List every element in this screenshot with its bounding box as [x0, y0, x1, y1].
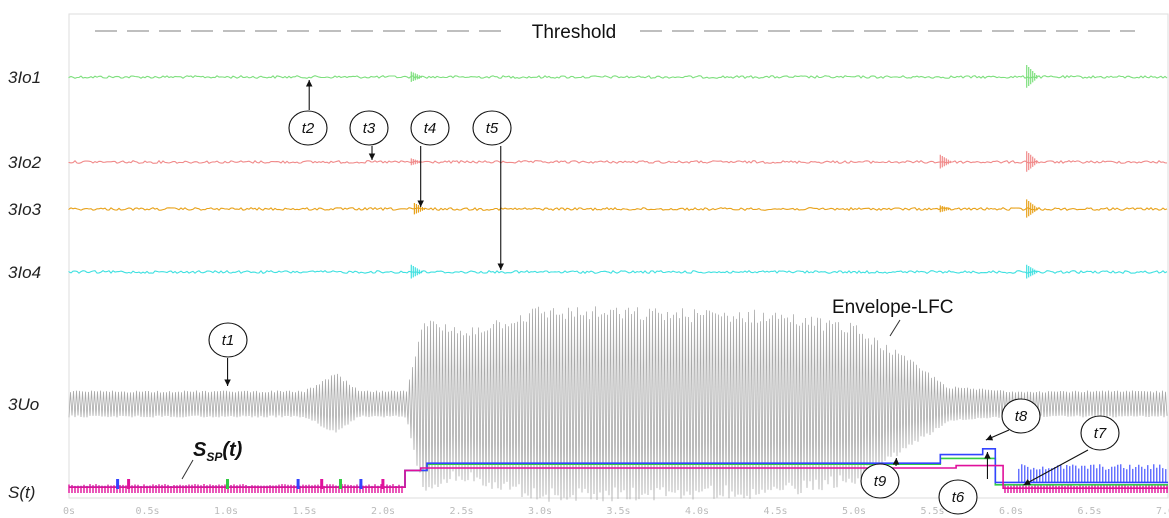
trace-3io4 [68, 269, 1168, 274]
spike-3io2 [1026, 151, 1038, 172]
trace-3uo [68, 306, 1168, 502]
marker-arrow-t8 [985, 429, 1010, 441]
marker-arrow-t7 [1023, 449, 1089, 486]
spike-3io3 [1026, 199, 1038, 218]
trace-s-band [68, 484, 1168, 493]
marker-label-t7: t7 [1094, 425, 1107, 442]
x-tick-label: 1.0s [214, 506, 238, 517]
spike-3io4 [1026, 264, 1038, 279]
threshold-label: Threshold [532, 22, 617, 43]
marker-label-t1: t1 [222, 332, 235, 349]
marker-circle-t9 [860, 463, 900, 499]
channel-label-3io2: 3Io2 [8, 153, 42, 172]
marker-circle-t3 [349, 110, 389, 146]
envelope-label: Envelope-LFC [832, 297, 953, 318]
x-tick-label: 0s [63, 506, 75, 517]
spike-3io1 [1026, 65, 1038, 88]
marker-label-t3: t3 [363, 120, 376, 137]
x-tick-label: 4.0s [685, 506, 709, 517]
marker-circle-t2 [288, 110, 328, 146]
channel-label-st: S(t) [8, 483, 35, 502]
marker-circle-t5 [472, 110, 512, 146]
envelope-leader [889, 319, 901, 337]
pre-fault-pulse [381, 479, 385, 489]
pre-fault-pulse [296, 479, 300, 489]
marker-circle-t7 [1080, 415, 1120, 451]
marker-circle-t4 [410, 110, 450, 146]
spike-3io2 [410, 158, 422, 166]
spike-3io3 [939, 205, 951, 213]
marker-circle-t1 [208, 322, 248, 358]
spike-3io1 [410, 71, 422, 82]
marker-label-t2: t2 [302, 120, 315, 137]
marker-label-t4: t4 [424, 120, 437, 137]
pre-fault-pulse [339, 479, 342, 489]
pre-fault-pulse [127, 479, 131, 489]
channel-label-3uo: 3Uo [8, 395, 39, 414]
pre-fault-pulse [226, 479, 229, 489]
x-tick-label: 5.0s [842, 506, 866, 517]
marker-circle-t6 [938, 479, 978, 515]
spike-3io3 [413, 203, 425, 215]
post-fault-tail [1018, 464, 1167, 482]
channel-label-3io3: 3Io3 [8, 200, 42, 219]
marker-label-t8: t8 [1015, 408, 1028, 425]
trace-3io2 [68, 159, 1168, 165]
x-tick-label: 4.5s [763, 506, 787, 517]
x-tick-label: 6.0s [999, 506, 1023, 517]
marker-label-t9: t9 [874, 473, 887, 490]
marker-label-t5: t5 [486, 120, 499, 137]
channel-label-3io1: 3Io1 [8, 68, 41, 87]
x-tick-label: 5.5s [920, 506, 944, 517]
pre-fault-pulse [359, 479, 363, 489]
marker-label-t6: t6 [952, 489, 965, 506]
spike-3io4 [410, 264, 422, 279]
x-tick-label: 3.0s [528, 506, 552, 517]
trace-3io1 [68, 74, 1168, 80]
trace-3io3 [68, 206, 1168, 212]
ssp-label: SSP(t) [193, 439, 243, 464]
x-tick-label: 2.0s [371, 506, 395, 517]
x-tick-label: 3.5s [606, 506, 630, 517]
pre-fault-pulse [320, 479, 324, 489]
ssp-leader [181, 459, 194, 480]
marker-circle-t8 [1001, 398, 1041, 434]
x-tick-label: 6.5s [1077, 506, 1101, 517]
x-tick-label: 0.5s [135, 506, 159, 517]
spike-3io2 [939, 154, 951, 169]
channel-label-3io4: 3Io4 [8, 263, 41, 282]
pre-fault-pulse [116, 479, 120, 489]
x-tick-label: 2.5s [449, 506, 473, 517]
x-tick-label: 7.0s [1156, 506, 1169, 517]
plot-frame [68, 13, 1169, 499]
x-tick-label: 1.5s [292, 506, 316, 517]
step-series-ssp [69, 464, 1168, 489]
